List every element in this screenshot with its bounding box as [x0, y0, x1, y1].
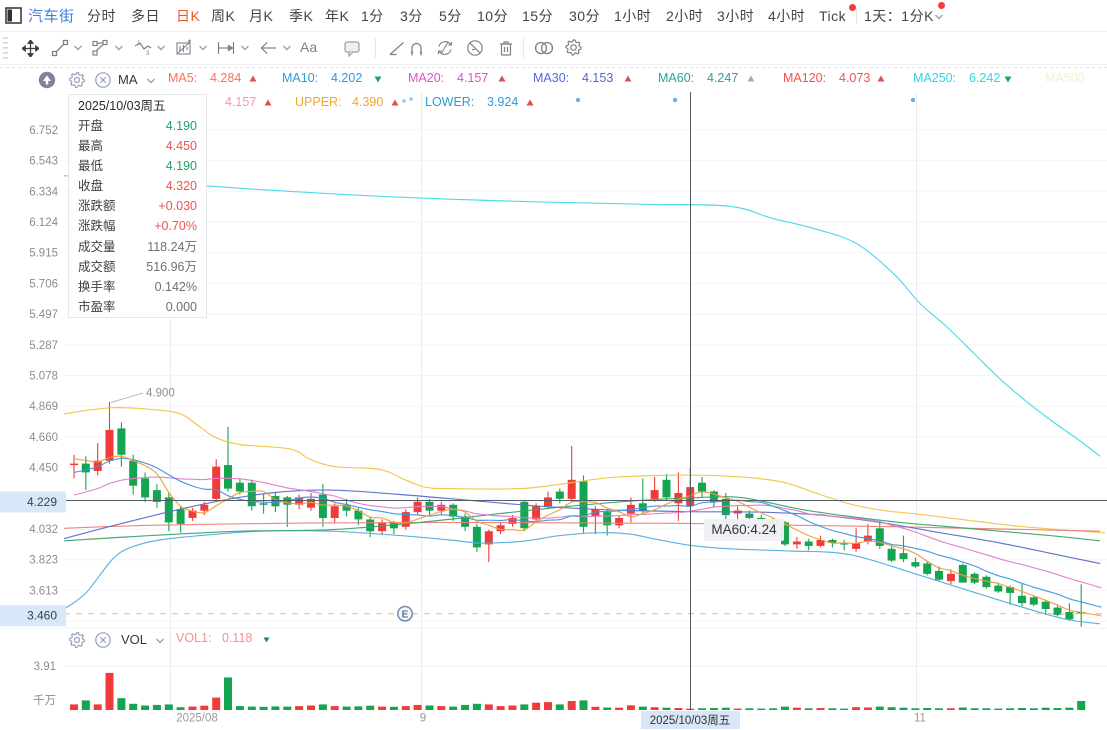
svg-text:5.915: 5.915: [29, 248, 58, 260]
svg-text:千万: 千万: [33, 694, 56, 707]
svg-text:6.752: 6.752: [29, 125, 58, 137]
svg-text:2025/08: 2025/08: [176, 713, 218, 725]
svg-text:5.287: 5.287: [29, 340, 58, 352]
svg-text:5.497: 5.497: [29, 309, 58, 321]
svg-text:2025/10/03周五: 2025/10/03周五: [650, 714, 731, 727]
svg-text:3: 3: [146, 51, 150, 57]
svg-text:9: 9: [420, 713, 426, 725]
svg-text:11: 11: [914, 713, 926, 725]
svg-text:5.078: 5.078: [29, 371, 58, 383]
svg-text:E: E: [402, 609, 409, 620]
svg-text:6.124: 6.124: [29, 217, 58, 229]
svg-text:4.032: 4.032: [29, 524, 58, 536]
svg-text:3.460: 3.460: [27, 609, 57, 623]
svg-text:5.706: 5.706: [29, 278, 58, 290]
svg-text:3.613: 3.613: [29, 585, 58, 597]
svg-text:4.900: 4.900: [146, 388, 175, 400]
svg-text:4.869: 4.869: [29, 401, 58, 413]
svg-text:4.450: 4.450: [29, 463, 58, 475]
svg-text:4.229: 4.229: [27, 495, 57, 509]
svg-text:4.660: 4.660: [29, 432, 58, 444]
svg-text:6.334: 6.334: [29, 186, 58, 198]
svg-text:1: 1: [137, 41, 141, 47]
svg-text:3.91: 3.91: [34, 661, 56, 673]
svg-text:6.543: 6.543: [29, 156, 58, 168]
svg-text:3.823: 3.823: [29, 555, 58, 567]
